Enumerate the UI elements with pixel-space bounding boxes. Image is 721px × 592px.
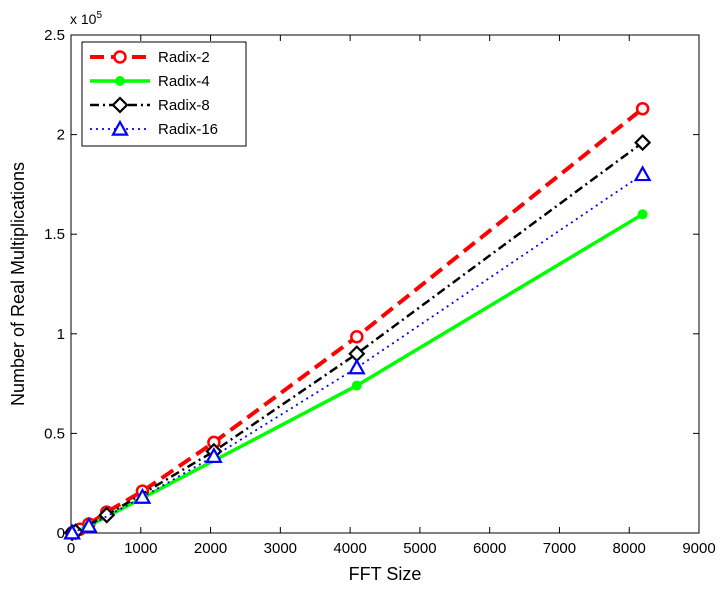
- y-tick-label: 0.5: [44, 425, 65, 442]
- y-tick-label: 0: [57, 525, 65, 542]
- x-tick-label: 3000: [264, 540, 297, 557]
- data-point: [98, 506, 116, 524]
- legend-label: Radix-16: [158, 121, 218, 138]
- x-tick-label: 5000: [403, 540, 436, 557]
- x-tick-label: 7000: [543, 540, 576, 557]
- series-layer: [63, 101, 652, 542]
- y-exponent-label: x 105: [70, 10, 102, 27]
- data-point: [633, 165, 652, 182]
- data-point: [634, 134, 652, 152]
- series-line: [71, 173, 644, 534]
- data-point: [351, 380, 362, 391]
- y-tick-label: 2: [57, 127, 65, 144]
- y-tick-label: 1: [57, 326, 65, 343]
- x-tick-label: 4000: [333, 540, 366, 557]
- legend-marker: [111, 119, 129, 136]
- data-point: [347, 358, 366, 375]
- data-point: [133, 487, 152, 504]
- axis-ticks: 0 1000 2000 3000 4000 5000 6000 7000 8000 9000 0 0.…: [44, 27, 716, 557]
- y-tick-label: 1.5: [44, 226, 65, 243]
- y-axis-label: Number of Real Multiplications: [8, 162, 28, 406]
- data-point: [205, 447, 223, 464]
- y-tick-label: 2.5: [44, 27, 65, 44]
- legend-marker: [115, 76, 125, 86]
- data-point: [350, 330, 364, 344]
- data-point: [63, 523, 81, 540]
- x-tick-label: 1000: [124, 540, 157, 557]
- legend-label: Radix-4: [158, 73, 210, 90]
- x-axis-label: FFT Size: [349, 564, 422, 584]
- legend-label: Radix-2: [158, 49, 210, 66]
- legend-marker: [111, 96, 129, 114]
- legend-marker: [113, 50, 127, 64]
- legend: Radix-2 Radix-4 Radix-8 Radix-16: [81, 41, 247, 147]
- data-point: [635, 101, 650, 116]
- series-radix-16: [63, 165, 652, 540]
- data-point: [637, 209, 648, 220]
- x-tick-label: 6000: [473, 540, 506, 557]
- y-exponent-power: 5: [96, 10, 102, 21]
- x-tick-label: 2000: [194, 540, 227, 557]
- data-point: [79, 516, 98, 533]
- x-tick-label: 9000: [682, 540, 715, 557]
- legend-label: Radix-8: [158, 97, 210, 114]
- x-tick-label: 0: [67, 540, 75, 557]
- x-tick-label: 8000: [613, 540, 646, 557]
